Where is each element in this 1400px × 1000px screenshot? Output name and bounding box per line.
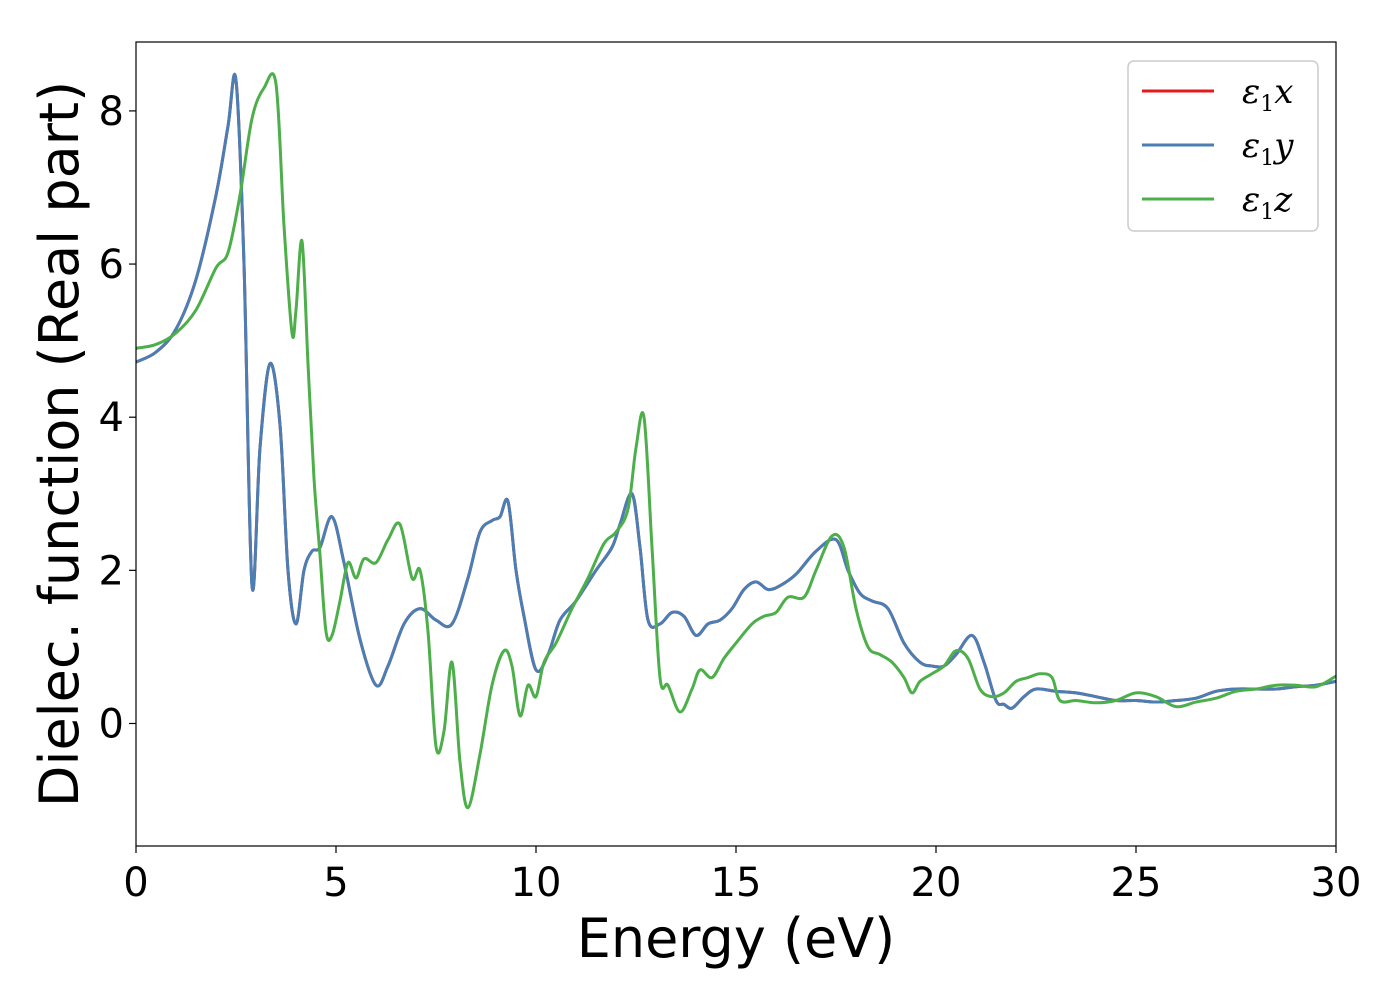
legend-label-y: ε1y (1242, 126, 1294, 171)
x-tick-label: 5 (323, 860, 348, 906)
x-tick-label: 25 (1111, 860, 1162, 906)
y-axis-title: Dielec. function (Real part) (28, 81, 91, 807)
x-tick-label: 20 (911, 860, 962, 906)
y-tick-label: 0 (99, 701, 124, 747)
y-tick-label: 8 (99, 89, 124, 135)
y-tick-label: 6 (99, 242, 124, 288)
legend: ε1x ε1y ε1z (1127, 60, 1319, 232)
legend-label-x: ε1x (1242, 72, 1293, 117)
x-tick-label: 10 (511, 860, 562, 906)
series-line-y (136, 72, 1336, 710)
series-layer (136, 72, 1336, 810)
x-axis-title: Energy (eV) (577, 907, 896, 970)
x-tick-label: 30 (1311, 860, 1362, 906)
legend-box (1127, 60, 1319, 232)
y-tick-label: 4 (99, 395, 124, 441)
series-line-z (136, 72, 1336, 810)
y-tick-label: 2 (99, 548, 124, 594)
x-tick-label: 0 (123, 860, 148, 906)
ticks-layer: 0 5 10 15 20 25 30 0 2 4 6 8 (99, 89, 1362, 906)
legend-label-z: ε1z (1242, 180, 1293, 225)
x-tick-label: 15 (711, 860, 762, 906)
